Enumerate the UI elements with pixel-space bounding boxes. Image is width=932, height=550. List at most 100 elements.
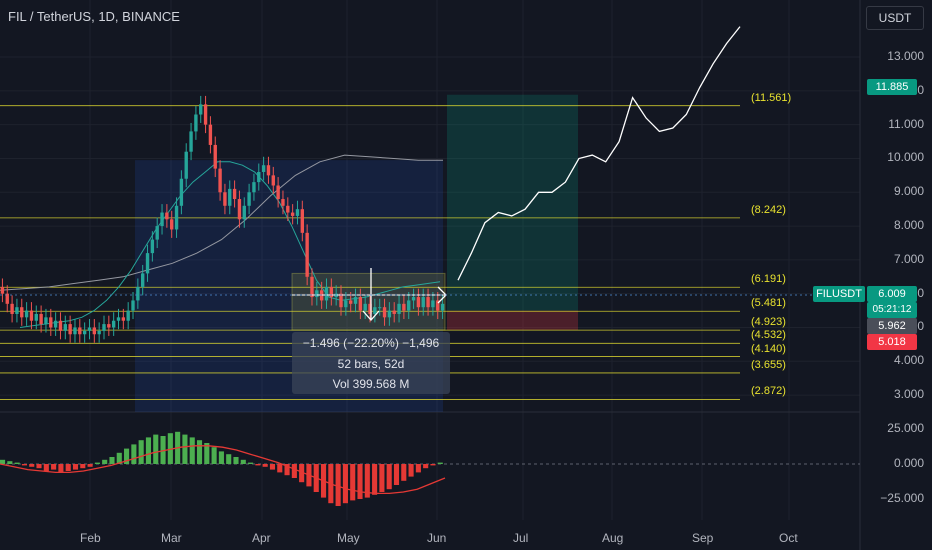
- candle: [111, 320, 116, 328]
- signal-line: [0, 445, 446, 495]
- oscillator-bar: [167, 433, 173, 464]
- oscillator-bar: [29, 464, 35, 467]
- candle: [184, 151, 188, 179]
- oscillator-bar: [284, 464, 290, 476]
- price-tick-label: 9.000: [893, 184, 924, 199]
- time-tick-label: Feb: [80, 531, 101, 545]
- candle: [116, 317, 121, 321]
- candle: [218, 168, 222, 193]
- candle: [145, 253, 150, 274]
- candle: [411, 297, 416, 301]
- candle: [58, 320, 63, 331]
- candle: [87, 327, 92, 331]
- candle: [252, 182, 256, 193]
- oscillator-bar: [262, 464, 268, 467]
- target-price-tag: 11.885: [867, 79, 917, 95]
- measure-volume: Vol 399.568 M: [332, 377, 410, 391]
- time-tick-label: Jun: [427, 531, 447, 545]
- oscillator-bar: [14, 462, 20, 464]
- forecast-path: [457, 26, 741, 281]
- candle: [97, 330, 101, 335]
- oscillator-bar: [94, 462, 100, 464]
- candle: [174, 205, 179, 230]
- level-label: (2.872): [751, 385, 786, 398]
- oscillator-bar: [160, 436, 166, 464]
- candle: [266, 165, 271, 176]
- candle: [382, 307, 387, 318]
- oscillator-bar: [131, 444, 137, 464]
- oscillator-bar: [248, 462, 254, 464]
- candle: [353, 297, 358, 304]
- level-label: (4.532): [751, 329, 786, 342]
- oscillator-bar: [233, 457, 239, 464]
- candle: [179, 178, 184, 206]
- candle: [203, 104, 208, 125]
- time-tick-label: Mar: [161, 531, 182, 545]
- oscillator-bar: [350, 464, 356, 501]
- candle: [344, 300, 348, 308]
- candle: [416, 297, 421, 308]
- oscillator-bar: [21, 464, 27, 466]
- candle: [300, 209, 305, 233]
- candle: [150, 239, 155, 254]
- candle: [199, 104, 203, 115]
- symbol-title: FIL / TetherUS, 1D, BINANCE: [8, 9, 180, 24]
- oscillator-bar: [357, 464, 363, 499]
- candle: [53, 320, 58, 328]
- candle: [228, 188, 232, 206]
- oscillator-bar: [43, 464, 49, 471]
- measure-change: −1.496 (−22.20%) −1,496: [302, 336, 440, 350]
- candle: [189, 131, 193, 152]
- level-label: (3.655): [751, 358, 786, 371]
- time-tick-label: Aug: [602, 531, 624, 545]
- candle: [131, 300, 135, 311]
- oscillator-bar: [364, 464, 370, 498]
- oscillator-bar: [335, 464, 341, 506]
- oscillator-bar: [255, 464, 261, 466]
- candle: [68, 324, 72, 335]
- oscillator-bar: [138, 440, 144, 464]
- price-tag-a: 5.962: [867, 318, 917, 334]
- candle: [15, 307, 19, 314]
- candle: [160, 212, 164, 227]
- candle: [358, 297, 363, 311]
- candle: [387, 310, 392, 318]
- candle: [329, 286, 334, 298]
- level-label: (4.923): [751, 316, 786, 329]
- oscillator-bar: [204, 443, 210, 464]
- oscillator-bar: [80, 464, 86, 469]
- candle: [170, 219, 174, 230]
- candle: [295, 209, 300, 216]
- oscillator-bar: [211, 447, 217, 464]
- candle: [63, 324, 67, 331]
- candle: [44, 317, 48, 325]
- candle: [368, 303, 372, 314]
- candle: [324, 286, 329, 301]
- oscillator-bar: [415, 464, 421, 473]
- symbol-tag: FILUSDT: [813, 286, 865, 302]
- candle: [373, 307, 377, 314]
- oscillator-bar: [51, 464, 57, 470]
- oscillator-bar: [109, 457, 115, 464]
- level-label: (4.140): [751, 342, 786, 355]
- oscillator-bar: [36, 464, 42, 469]
- oscillator-bar: [379, 464, 385, 492]
- oscillator-tick-label: 0.000: [893, 456, 924, 470]
- time-tick-label: Apr: [252, 531, 271, 545]
- candle: [237, 199, 242, 220]
- candle: [155, 226, 159, 240]
- oscillator-bar: [65, 464, 71, 471]
- candle: [223, 192, 227, 206]
- oscillator-bar: [124, 448, 130, 464]
- time-tick-label: May: [337, 531, 360, 545]
- candle: [276, 185, 280, 200]
- level-label: (5.481): [751, 297, 786, 310]
- candle: [378, 307, 382, 309]
- candle: [78, 327, 82, 335]
- candle: [363, 303, 367, 311]
- currency-button[interactable]: USDT: [866, 6, 924, 30]
- oscillator-bar: [153, 434, 159, 464]
- candle: [397, 303, 401, 314]
